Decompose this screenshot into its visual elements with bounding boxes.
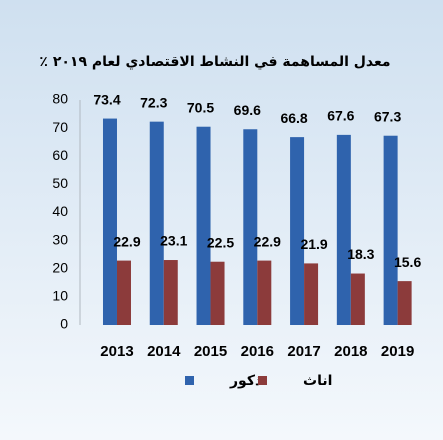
y-tick-label: 40 bbox=[52, 203, 68, 219]
legend-swatch bbox=[258, 376, 267, 385]
value-label: 22.5 bbox=[207, 234, 234, 250]
value-label: 70.5 bbox=[187, 99, 214, 115]
value-label: 67.6 bbox=[327, 108, 354, 124]
value-label: 72.3 bbox=[140, 94, 167, 110]
value-label: 67.3 bbox=[374, 108, 401, 124]
bar bbox=[304, 263, 319, 325]
value-label: 73.4 bbox=[93, 91, 120, 107]
bar bbox=[383, 135, 398, 325]
bar bbox=[336, 134, 351, 325]
y-tick-label: 70 bbox=[52, 119, 68, 135]
legend-label: ذكور bbox=[229, 373, 262, 389]
chart-title: معدل المساهمة في النشاط الاقتصادي لعام ٢… bbox=[39, 54, 390, 71]
bar bbox=[116, 260, 131, 325]
value-label: 18.3 bbox=[347, 246, 374, 262]
y-tick-label: 30 bbox=[52, 231, 68, 247]
value-label: 69.6 bbox=[234, 102, 261, 118]
x-tick-label: 2013 bbox=[100, 343, 133, 360]
value-label: 22.9 bbox=[254, 233, 281, 249]
y-tick-label: 0 bbox=[60, 316, 68, 332]
bar bbox=[102, 118, 117, 325]
y-tick-label: 20 bbox=[52, 259, 68, 275]
bar bbox=[257, 260, 272, 325]
x-tick-label: 2017 bbox=[287, 343, 320, 360]
value-label: 22.9 bbox=[113, 233, 140, 249]
y-tick-label: 60 bbox=[52, 147, 68, 163]
bar bbox=[210, 261, 225, 325]
x-tick-label: 2014 bbox=[147, 343, 181, 360]
bar bbox=[397, 281, 412, 325]
y-tick-label: 10 bbox=[52, 288, 68, 304]
value-label: 23.1 bbox=[160, 233, 187, 249]
bar bbox=[290, 137, 305, 325]
y-tick-label: 50 bbox=[52, 175, 68, 191]
y-tick-label: 80 bbox=[52, 91, 68, 107]
bar bbox=[149, 121, 164, 325]
x-tick-label: 2018 bbox=[334, 343, 367, 360]
x-tick-label: 2016 bbox=[241, 343, 274, 360]
x-tick-label: 2015 bbox=[194, 343, 227, 360]
legend-label: اناث bbox=[303, 373, 332, 389]
bar bbox=[163, 260, 178, 325]
x-tick-label: 2019 bbox=[381, 343, 414, 360]
bar bbox=[243, 129, 258, 325]
legend-swatch bbox=[185, 376, 194, 385]
bar bbox=[196, 126, 211, 325]
value-label: 66.8 bbox=[280, 110, 307, 126]
bar bbox=[350, 273, 365, 325]
value-label: 21.9 bbox=[300, 236, 327, 252]
value-label: 15.6 bbox=[394, 254, 421, 270]
